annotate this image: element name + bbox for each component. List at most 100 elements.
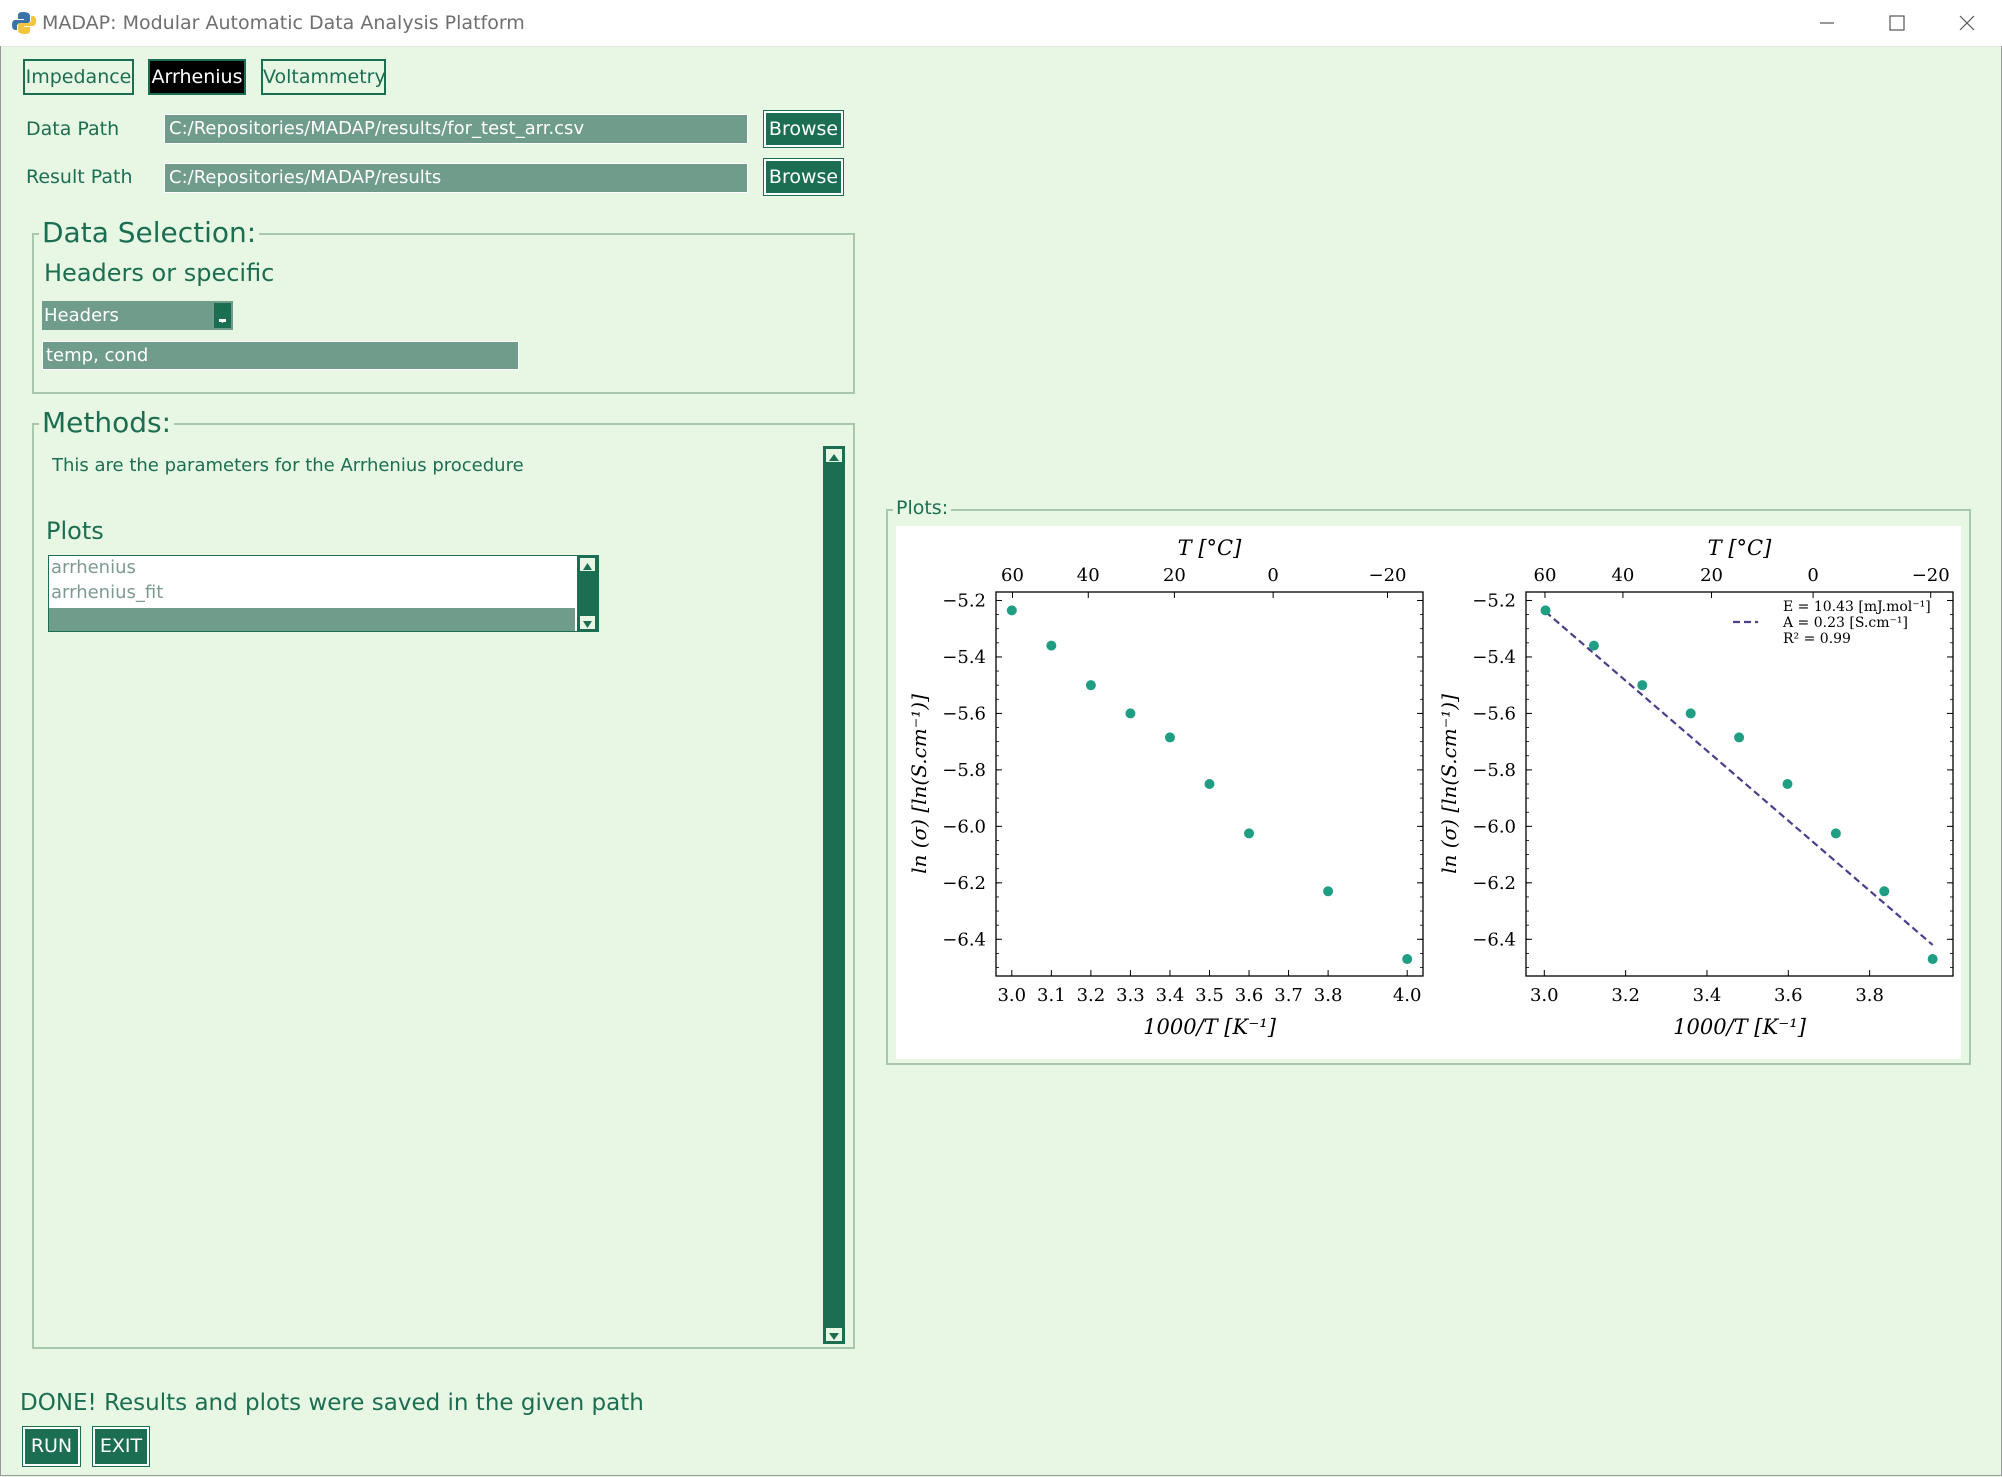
chart2-x-tick-label: 3.6: [1774, 985, 1803, 1006]
chart2-y-tick-label: −5.4: [1472, 647, 1516, 668]
chart1-top-tick-label: 40: [1077, 565, 1100, 586]
window-title: MADAP: Modular Automatic Data Analysis P…: [42, 12, 525, 34]
chart2-top-tick-label: 20: [1700, 565, 1723, 586]
chart2-y-tick-label: −5.8: [1472, 760, 1516, 781]
chart1-x-tick-label: 3.5: [1195, 985, 1224, 1006]
plot-canvas: −5.2 −5.4 −5.6 −5.8 −6.0 −6.2 −6.4 3.0 3.1 3.2 3.3…: [896, 526, 1961, 1059]
chart1-x-tick-label: 3.1: [1037, 985, 1066, 1006]
chart2-y-tick-label: −5.2: [1472, 590, 1516, 611]
chart2-fit-line: [1544, 610, 1934, 946]
chart1-y-tick-label: −6.0: [942, 816, 986, 837]
chart1-y-tick-label: −6.4: [942, 929, 986, 950]
arrhenius-plots: −5.2 −5.4 −5.6 −5.8 −6.0 −6.2 −6.4 3.0 3.1 3.2 3.3…: [907, 536, 1954, 1039]
chart2-top-axis-title: T [°C]: [1708, 536, 1772, 560]
close-button[interactable]: [1932, 0, 2002, 46]
chart2-data-point: [1685, 708, 1696, 719]
chart1-y-tick-label: −5.2: [942, 590, 986, 611]
chart1-data-point: [1244, 828, 1255, 839]
result-path-browse-button[interactable]: Browse: [764, 159, 843, 195]
plots-frame-title: Plots:: [893, 497, 952, 519]
result-path-field[interactable]: C:/Repositories/MADAP/results: [164, 163, 748, 193]
chart2-data-point: [1734, 732, 1745, 743]
tab-voltammetry[interactable]: Voltammetry: [261, 59, 386, 95]
chart1-data-point: [1006, 605, 1017, 616]
chart1-y-tick-label: −5.8: [942, 760, 986, 781]
chart2-y-axis-title: ln (σ) [ln(S.cm⁻¹)]: [1437, 694, 1461, 874]
chevron-down-icon[interactable]: [214, 303, 231, 328]
title-bar: MADAP: Modular Automatic Data Analysis P…: [0, 0, 2002, 47]
status-message: DONE! Results and plots were saved in th…: [20, 1390, 644, 1416]
methods-frame: [32, 423, 855, 1349]
chart1-y-tick-label: −6.2: [942, 873, 986, 894]
scroll-up-icon[interactable]: [580, 558, 595, 571]
minimize-icon: [1820, 22, 1834, 24]
chart2-top-tick-label: 60: [1534, 565, 1557, 586]
chart2-data-point: [1588, 640, 1599, 651]
methods-scrollbar[interactable]: [823, 446, 845, 1344]
chart2-x-tick-label: 3.8: [1855, 985, 1884, 1006]
tab-arrhenius[interactable]: Arrhenius: [148, 59, 246, 95]
methods-title: Methods:: [39, 406, 175, 439]
chart2-top-tick-label: −20: [1912, 565, 1950, 586]
chart1-x-tick-label: 3.6: [1235, 985, 1264, 1006]
python-icon: [12, 11, 36, 35]
chart1-data-point: [1402, 954, 1413, 965]
data-selection-subtitle: Headers or specific: [44, 259, 275, 287]
maximize-button[interactable]: [1862, 0, 1932, 46]
chart2-x-tick-label: 3.4: [1693, 985, 1722, 1006]
chart1-x-tick-label: 3.8: [1314, 985, 1343, 1006]
result-path-label: Result Path: [26, 166, 133, 188]
run-button[interactable]: RUN: [23, 1427, 80, 1466]
chart1-x-axis-title: 1000/T [K⁻¹]: [1143, 1015, 1277, 1039]
chart2-legend-entry: E = 10.43 [mJ.mol⁻¹]: [1783, 599, 1931, 615]
chart1-data-point: [1323, 886, 1334, 897]
chart1-data-point: [1204, 779, 1215, 789]
plots-frame: [886, 509, 1971, 1065]
selection-mode-value: Headers: [44, 305, 119, 326]
listbox-scrollbar[interactable]: [577, 556, 598, 631]
chart2-data-point: [1782, 779, 1793, 789]
chart1-top-tick-label: 60: [1001, 565, 1024, 586]
chart1-data-point: [1125, 708, 1136, 719]
chart2-data-point: [1830, 828, 1841, 839]
data-path-field[interactable]: C:/Repositories/MADAP/results/for_test_a…: [164, 114, 748, 144]
chart2-x-axis-title: 1000/T [K⁻¹]: [1673, 1015, 1807, 1039]
scroll-down-icon[interactable]: [826, 1328, 842, 1341]
exit-button[interactable]: EXIT: [93, 1427, 149, 1466]
chart1-top-tick-label: 20: [1163, 565, 1186, 586]
selection-mode-dropdown[interactable]: Headers: [42, 301, 233, 330]
chart1-x-tick-label: 3.7: [1274, 985, 1303, 1006]
data-path-label: Data Path: [26, 118, 120, 140]
plots-label: Plots: [46, 517, 104, 545]
chart1-y-tick-label: −5.4: [942, 647, 986, 668]
list-item-arrhenius-fit[interactable]: arrhenius_fit: [51, 582, 164, 603]
chart1-top-tick-label: −20: [1369, 565, 1407, 586]
chart1-x-tick-label: 3.0: [997, 985, 1026, 1006]
chart2-data-point: [1540, 605, 1551, 616]
chart1-top-axis-title: T [°C]: [1178, 536, 1242, 560]
tab-impedance[interactable]: Impedance: [23, 59, 134, 95]
data-path-browse-button[interactable]: Browse: [764, 111, 843, 147]
chart1-x-tick-label: 4.0: [1393, 985, 1422, 1006]
scroll-up-icon[interactable]: [826, 449, 842, 462]
list-empty-area: [49, 608, 575, 631]
chart2-y-tick-label: −6.4: [1472, 929, 1516, 950]
list-item-arrhenius[interactable]: arrhenius: [51, 557, 136, 578]
chart2-data-point: [1879, 886, 1890, 897]
data-selection-frame: [32, 233, 855, 394]
columns-input[interactable]: temp, cond: [42, 341, 519, 370]
plots-listbox[interactable]: arrhenius arrhenius_fit: [48, 555, 599, 632]
minimize-button[interactable]: [1792, 0, 1862, 46]
chart1-x-tick-label: 3.2: [1077, 985, 1106, 1006]
maximize-icon: [1889, 15, 1905, 31]
chart2-top-tick-label: 40: [1611, 565, 1634, 586]
chart2-top-tick-label: 0: [1807, 565, 1818, 586]
chart2-x-tick-label: 3.2: [1611, 985, 1640, 1006]
chart1-x-tick-label: 3.4: [1156, 985, 1185, 1006]
chart2-y-tick-label: −6.2: [1472, 873, 1516, 894]
scroll-down-icon[interactable]: [580, 616, 595, 629]
chart1-y-tick-label: −5.6: [942, 703, 986, 724]
methods-description: This are the parameters for the Arrheniu…: [52, 455, 524, 476]
chart2-legend-entry: A = 0.23 [S.cm⁻¹]: [1782, 615, 1908, 631]
chart1-y-axis-title: ln (σ) [ln(S.cm⁻¹)]: [907, 694, 931, 874]
